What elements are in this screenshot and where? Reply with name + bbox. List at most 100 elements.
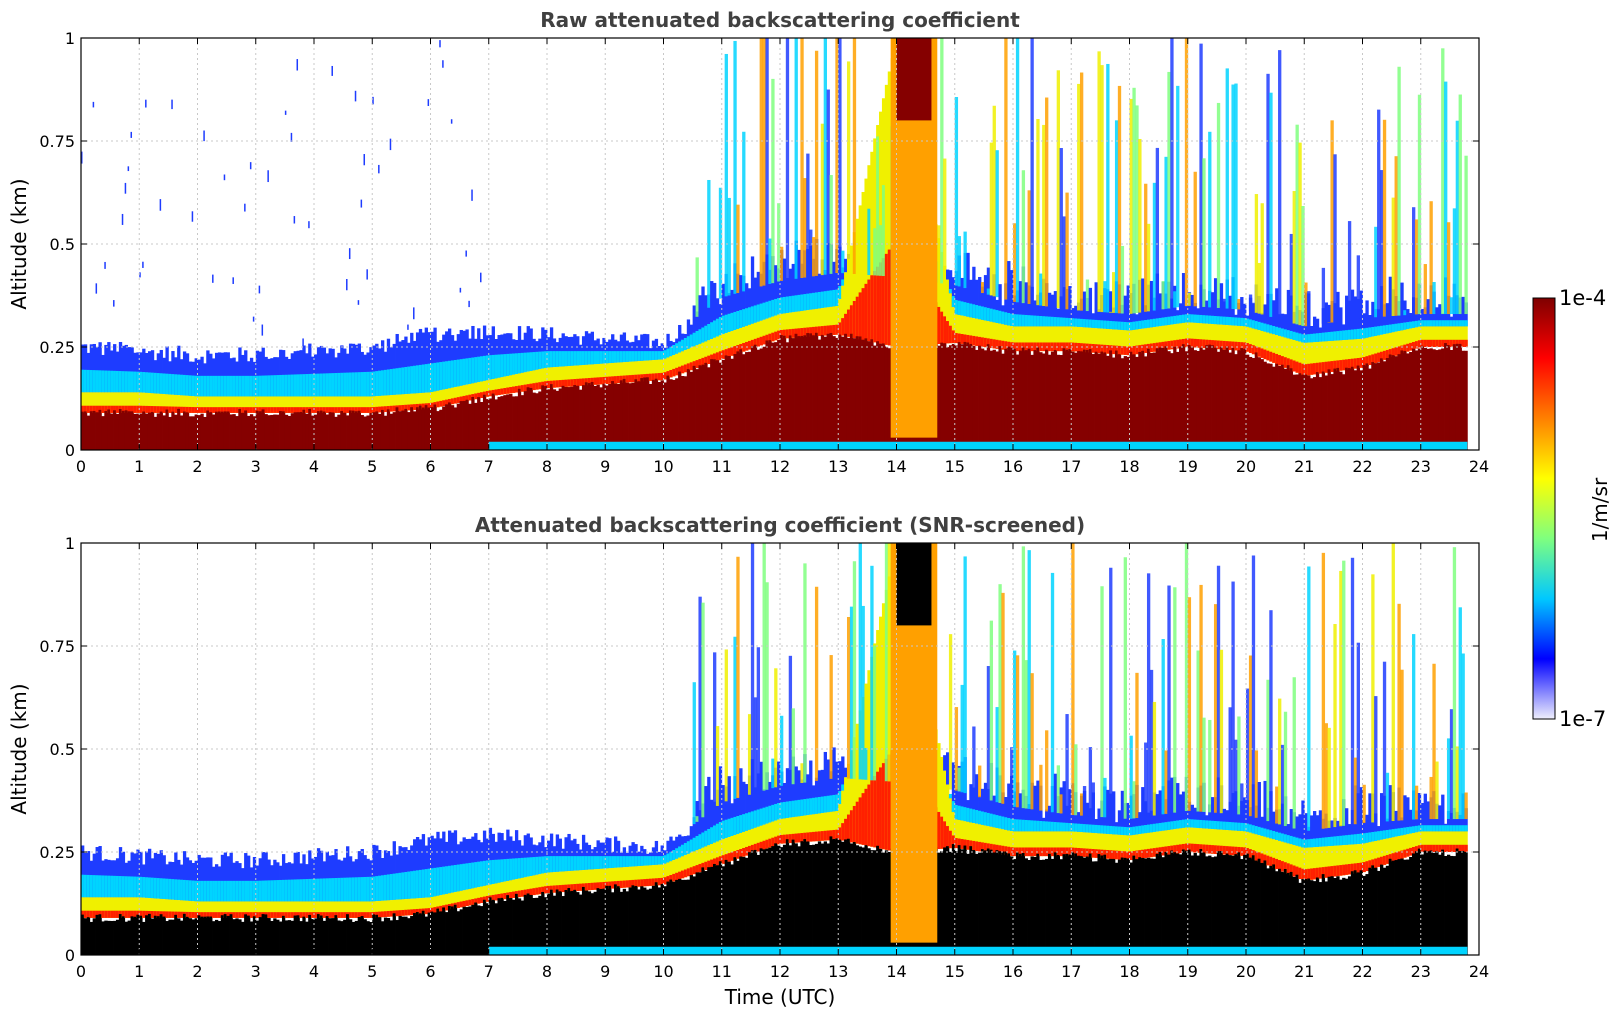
heatmap-cell-mid-low <box>1365 327 1369 338</box>
heatmap-cell-mid-high <box>322 912 327 918</box>
heatmap-cell-plume <box>841 250 845 274</box>
x-tick-label: 4 <box>309 457 319 476</box>
heatmap-cell-mid-high <box>637 374 641 382</box>
heatmap-cell-mid-high <box>817 326 822 336</box>
heatmap-cell-high <box>794 333 798 450</box>
heatmap-cell-mid-high <box>1013 342 1017 352</box>
heatmap-cell-mid-high <box>812 326 816 337</box>
heatmap-cell-mid <box>867 670 871 847</box>
heatmap-cell-mid <box>978 824 982 852</box>
heatmap-cell-mid <box>966 821 970 850</box>
heatmap-cell-mid <box>1202 323 1206 349</box>
heatmap-cell-high <box>1278 365 1282 450</box>
heatmap-cell-mid-low <box>1295 837 1299 846</box>
heatmap-cell-mid <box>1330 340 1334 372</box>
heatmap-cell-high <box>1301 374 1305 450</box>
heatmap-cell-mid-high <box>258 912 262 918</box>
heatmap-cell-mid <box>1056 326 1060 352</box>
heatmap-cell-high <box>785 839 790 955</box>
heatmap-cell-plume <box>1021 170 1026 304</box>
heatmap-cell-mid <box>386 900 391 917</box>
heatmap-cell-mid-high <box>1330 361 1334 372</box>
heatmap-cell-mid <box>369 901 373 918</box>
heatmap-cell-mid-high <box>145 405 149 413</box>
heatmap-cell-mid-low <box>357 877 361 902</box>
heatmap-cell-mid-low <box>247 880 251 902</box>
heatmap-cell-mid-low <box>1409 321 1413 329</box>
heatmap-cell-mid <box>1379 334 1384 361</box>
heatmap-cell-mid-low <box>541 856 545 874</box>
heatmap-cell-mid <box>683 350 688 373</box>
heatmap-cell-low <box>220 352 225 397</box>
heatmap-cell-high <box>482 394 487 450</box>
heatmap-cell-mid <box>1333 340 1337 372</box>
heatmap-cell-mid <box>771 821 775 847</box>
heatmap-cell-plume <box>980 282 985 294</box>
heatmap-cell-mid <box>625 866 629 888</box>
heatmap-cell-mid-high <box>823 325 827 336</box>
heatmap-cell-mid-high <box>608 881 612 889</box>
heatmap-cell-high <box>1094 861 1098 955</box>
heatmap-cell-mid-high <box>1257 852 1261 862</box>
heatmap-cell-mid <box>517 878 522 898</box>
heatmap-cell-high <box>346 914 350 955</box>
heatmap-cell-mid <box>346 396 350 413</box>
heatmap-cell-mid-low <box>322 373 327 397</box>
heatmap-cell-high <box>1193 852 1197 955</box>
heatmap-cell-mid-low <box>727 313 731 333</box>
heatmap-cell-mid-high <box>713 353 717 362</box>
heatmap-cell-mid-high <box>672 368 676 377</box>
heatmap-cell-mid-low <box>491 354 495 380</box>
heatmap-cell-mid-high <box>753 843 758 853</box>
heatmap-cell-mid <box>319 396 324 413</box>
heatmap-cell-mid-low <box>404 366 408 395</box>
heatmap-cell-mid <box>579 870 583 891</box>
heatmap-cell-high <box>535 393 539 450</box>
heatmap-cell-mid-low <box>1260 322 1264 331</box>
heatmap-cell-mid-high <box>777 330 781 340</box>
heatmap-cell-high <box>1251 358 1256 450</box>
heatmap-cell-high <box>782 844 787 955</box>
heatmap-cell-mid-high <box>972 335 976 346</box>
heatmap-cell-mid <box>1106 833 1110 859</box>
heatmap-cell-mid-low <box>506 858 510 881</box>
heatmap-cell-mid-low <box>372 371 376 397</box>
heatmap-cell-mid-low <box>992 309 996 323</box>
heatmap-cell-plume <box>861 605 865 780</box>
heatmap-cell-high <box>992 852 996 955</box>
heatmap-cell-mid-low <box>777 803 781 820</box>
heatmap-cell-mid <box>1368 337 1372 366</box>
heatmap-cell-mid <box>1045 831 1049 857</box>
heatmap-cell-mid <box>1219 829 1224 855</box>
heatmap-cell-low <box>838 761 842 805</box>
heatmap-cell-mid <box>1184 827 1189 853</box>
heatmap-cell-high <box>386 918 391 955</box>
heatmap-cell-mid <box>666 862 670 884</box>
heatmap-cell-plume <box>1196 650 1200 812</box>
heatmap-cell-mid <box>718 335 723 360</box>
heatmap-cell-mid-high <box>1144 344 1148 353</box>
heatmap-cell-mid <box>695 345 699 369</box>
heatmap-cell-mid-low <box>613 856 618 868</box>
heatmap-cell-mid-low <box>820 291 825 309</box>
heatmap-cell-plume <box>1027 550 1031 809</box>
heatmap-cell-mid-high <box>954 838 959 849</box>
heatmap-cell-mid <box>223 396 228 413</box>
heatmap-cell-mid-low <box>841 279 845 286</box>
heatmap-cell-low <box>1304 813 1308 848</box>
heatmap-cell-mid-high <box>651 373 656 381</box>
heatmap-surface-stripe <box>488 441 1468 450</box>
heatmap-cell-plume <box>1103 777 1107 818</box>
heatmap-cell-high <box>1280 364 1285 450</box>
heatmap-cell-mid-low <box>573 351 577 366</box>
heatmap-cell-mid-high <box>782 834 787 844</box>
heatmap-cell-mid <box>651 865 656 886</box>
heatmap-cell-mid-high <box>340 912 344 918</box>
heatmap-cell-high <box>1286 872 1291 955</box>
heatmap-cell-high <box>302 916 306 955</box>
heatmap-cell-mid-low <box>1397 323 1401 332</box>
heatmap-cell-mid-low <box>1167 821 1171 830</box>
heatmap-cell-plume <box>823 38 827 275</box>
heatmap-cell-high <box>1324 375 1328 450</box>
heatmap-cell-mid-low <box>372 876 376 902</box>
